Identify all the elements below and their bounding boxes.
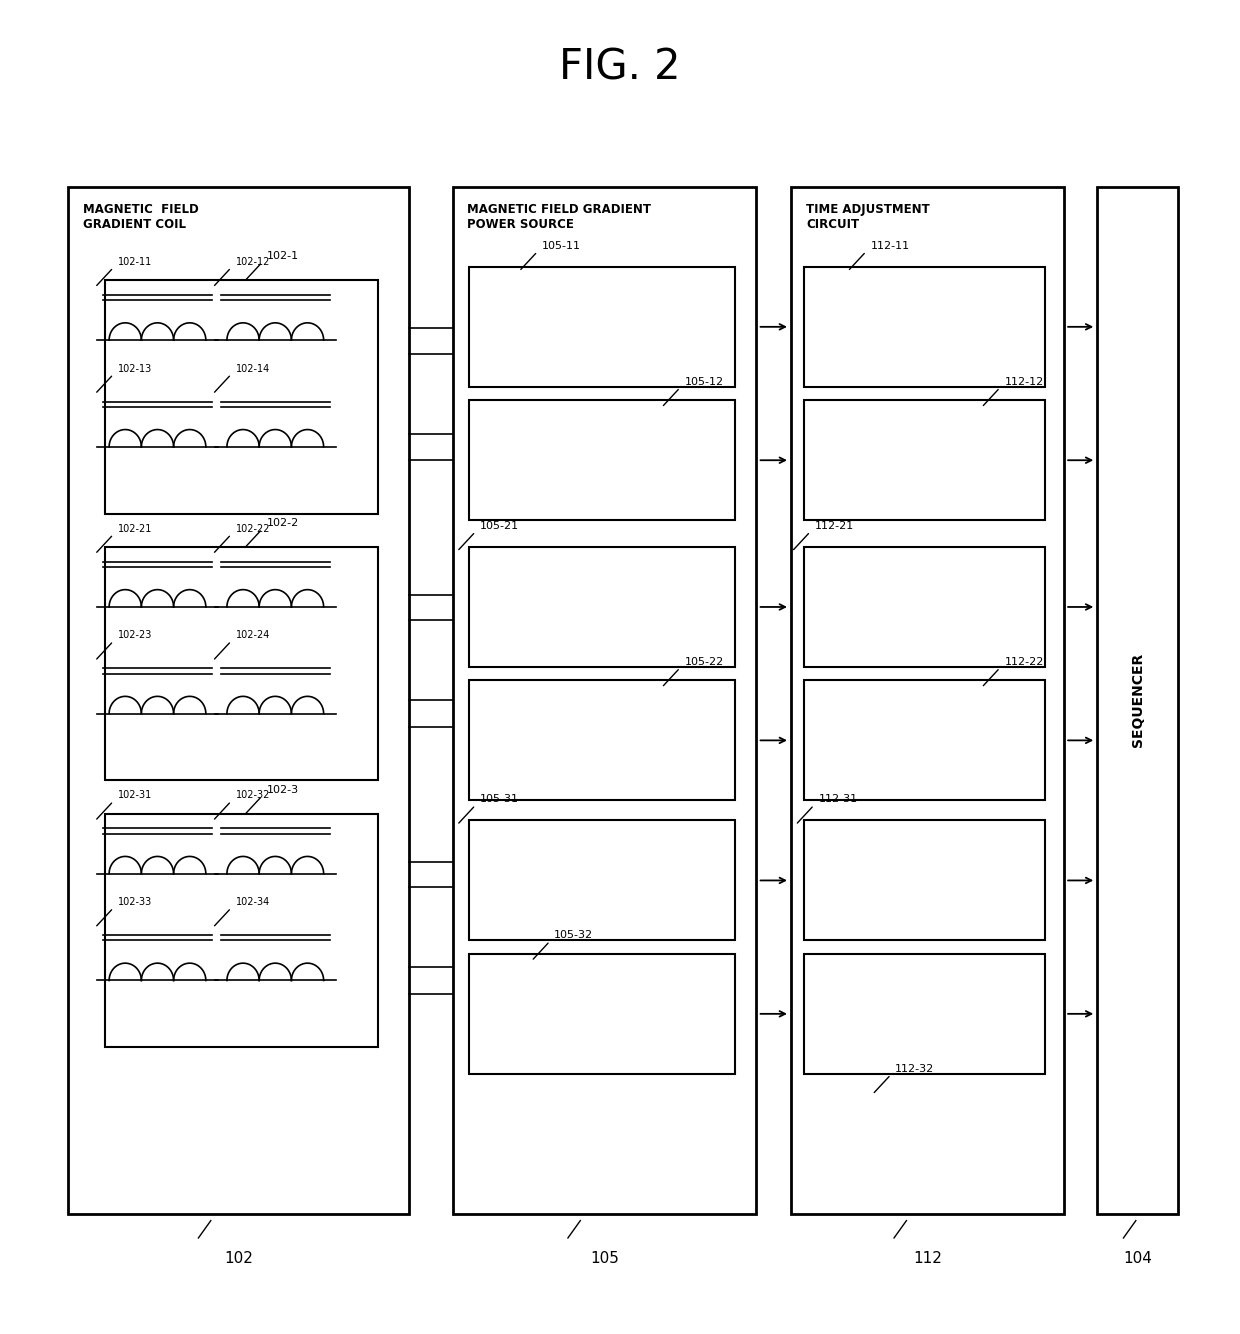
Text: 102: 102 [224, 1251, 253, 1266]
Text: FIG. 2: FIG. 2 [559, 47, 681, 88]
Text: 102-2: 102-2 [267, 519, 299, 528]
Bar [469, 547, 735, 667]
Text: 112-32: 112-32 [895, 1065, 935, 1074]
Text: MAGNETIC  FIELD
GRADIENT COIL: MAGNETIC FIELD GRADIENT COIL [83, 203, 198, 231]
Text: 102-13: 102-13 [118, 364, 153, 374]
Bar [469, 820, 735, 940]
Text: 112: 112 [913, 1251, 942, 1266]
Text: 102-14: 102-14 [236, 364, 270, 374]
Text: 102-34: 102-34 [236, 898, 270, 907]
Bar [105, 280, 378, 514]
Text: 102-1: 102-1 [267, 252, 299, 261]
Text: 102-11: 102-11 [118, 257, 153, 267]
Text: SEQUENCER: SEQUENCER [1131, 654, 1145, 747]
Bar [804, 954, 1045, 1074]
Bar [68, 187, 409, 1214]
Text: 102-22: 102-22 [236, 524, 270, 534]
Bar [469, 267, 735, 387]
Text: 102-23: 102-23 [118, 631, 153, 640]
Text: 112-21: 112-21 [815, 522, 854, 531]
Text: 102-12: 102-12 [236, 257, 270, 267]
Text: 112-12: 112-12 [1004, 378, 1044, 387]
Bar [804, 547, 1045, 667]
Bar [791, 187, 1064, 1214]
Text: 102-31: 102-31 [118, 791, 153, 800]
Text: 102-21: 102-21 [118, 524, 153, 534]
Text: 112-11: 112-11 [870, 241, 910, 251]
Text: 102-33: 102-33 [118, 898, 153, 907]
Bar [469, 954, 735, 1074]
Text: 105-11: 105-11 [542, 241, 580, 251]
Text: 104: 104 [1123, 1251, 1152, 1266]
Text: 102-32: 102-32 [236, 791, 270, 800]
Text: 105-22: 105-22 [684, 658, 724, 667]
Text: MAGNETIC FIELD GRADIENT
POWER SOURCE: MAGNETIC FIELD GRADIENT POWER SOURCE [467, 203, 651, 231]
Bar [804, 400, 1045, 520]
Bar [453, 187, 756, 1214]
Text: TIME ADJUSTMENT
CIRCUIT: TIME ADJUSTMENT CIRCUIT [806, 203, 930, 231]
Text: 105-21: 105-21 [480, 522, 520, 531]
Bar [804, 820, 1045, 940]
Text: 102-24: 102-24 [236, 631, 270, 640]
Bar [804, 267, 1045, 387]
Bar [105, 547, 378, 780]
Bar [1097, 187, 1178, 1214]
Text: 105-12: 105-12 [684, 378, 724, 387]
Text: 112-22: 112-22 [1004, 658, 1044, 667]
Bar [469, 680, 735, 800]
Text: 102-3: 102-3 [267, 786, 299, 795]
Bar [105, 814, 378, 1047]
Bar [469, 400, 735, 520]
Text: 105: 105 [590, 1251, 619, 1266]
Bar [804, 680, 1045, 800]
Text: 105-31: 105-31 [480, 795, 518, 804]
Text: 112-31: 112-31 [818, 795, 858, 804]
Text: 105-32: 105-32 [554, 931, 594, 940]
